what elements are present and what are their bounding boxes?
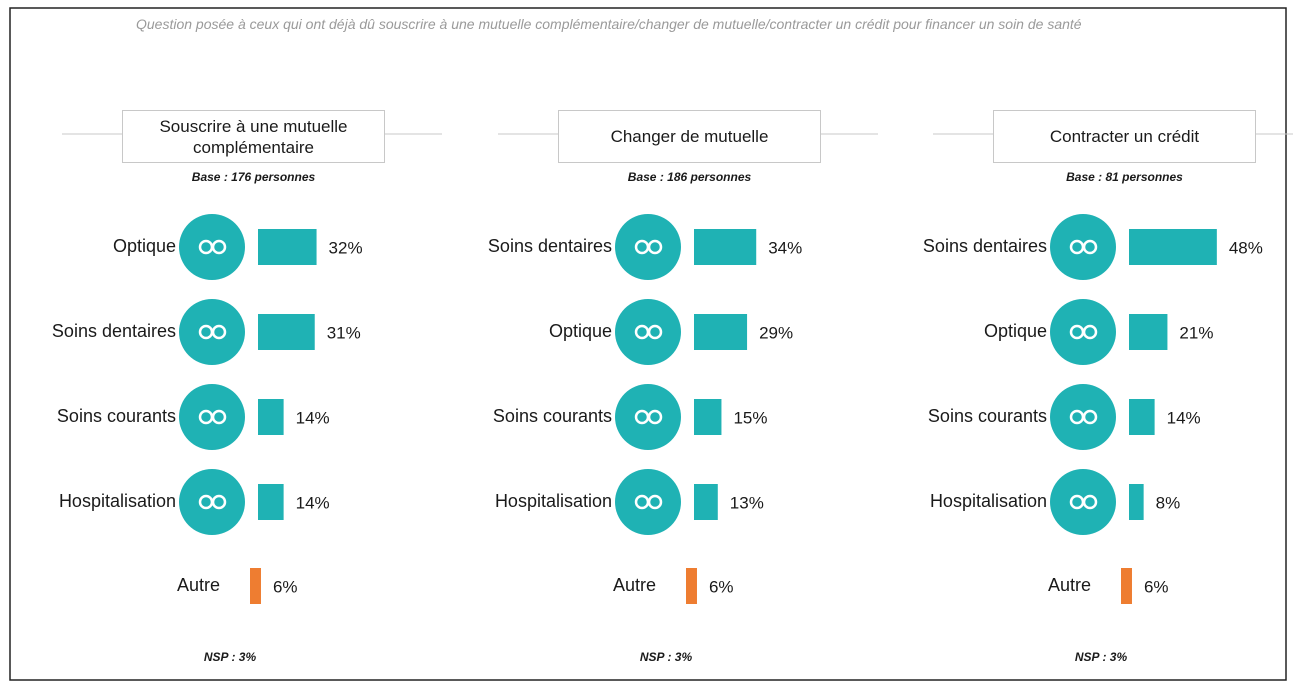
value-label: 14% [296,493,330,512]
category-label: Soins dentaires [488,236,612,256]
bar [258,314,315,350]
bar [250,568,261,604]
icon-glyph [1082,494,1098,510]
category-label: Hospitalisation [495,491,612,511]
bar [686,568,697,604]
icon-glyph [211,239,227,255]
icon-glyph [1082,239,1098,255]
icon-glyph [1082,324,1098,340]
category-label: Soins courants [493,406,612,426]
value-label: 48% [1229,238,1263,257]
category-label: Soins courants [57,406,176,426]
bar [1129,229,1217,265]
category-label: Autre [1048,575,1091,595]
category-label: Optique [984,321,1047,341]
category-label: Soins dentaires [52,321,176,341]
chart-title: Changer de mutuelle [558,110,821,163]
annotation: NSP : 3% [204,650,257,664]
bar [1129,314,1168,350]
chart-title: Contracter un crédit [993,110,1256,163]
value-label: 6% [1144,577,1169,596]
icon-glyph [647,494,663,510]
value-label: 15% [733,408,767,427]
icon-glyph [211,409,227,425]
category-label: Soins courants [928,406,1047,426]
category-label: Optique [549,321,612,341]
frame [9,7,1287,681]
bar [258,484,284,520]
value-label: 14% [296,408,330,427]
value-label: 6% [273,577,298,596]
category-label: Optique [113,236,176,256]
category-label: Hospitalisation [59,491,176,511]
chart-subtitle: Base : 176 personnes [192,170,316,184]
value-label: 21% [1179,323,1213,342]
category-label: Autre [177,575,220,595]
bar [694,229,757,265]
category-label: Autre [613,575,656,595]
icon-glyph [647,324,663,340]
note: Question posée à ceux qui ont déjà dû so… [136,16,1082,32]
value-label: 8% [1156,493,1181,512]
value-label: 13% [730,493,764,512]
icon-glyph [211,494,227,510]
bar [694,314,748,350]
chart-subtitle: Base : 186 personnes [628,170,752,184]
chart-title: Souscrire à une mutuelle complémentaire [122,110,385,163]
bar [1129,399,1155,435]
bar [694,399,722,435]
value-label: 31% [327,323,361,342]
value-label: 6% [709,577,734,596]
category-label: Hospitalisation [930,491,1047,511]
chart-subtitle: Base : 81 personnes [1066,170,1183,184]
icon-glyph [647,239,663,255]
bar [1129,484,1144,520]
bar [258,229,317,265]
value-label: 14% [1167,408,1201,427]
bar [694,484,718,520]
bar [258,399,284,435]
icon-glyph [211,324,227,340]
icon-glyph [647,409,663,425]
bar [1121,568,1132,604]
category-label: Soins dentaires [923,236,1047,256]
value-label: 29% [759,323,793,342]
annotation: NSP : 3% [640,650,693,664]
annotation: NSP : 3% [1075,650,1128,664]
icon-glyph [1082,409,1098,425]
value-label: 32% [329,238,363,257]
value-label: 34% [768,238,802,257]
